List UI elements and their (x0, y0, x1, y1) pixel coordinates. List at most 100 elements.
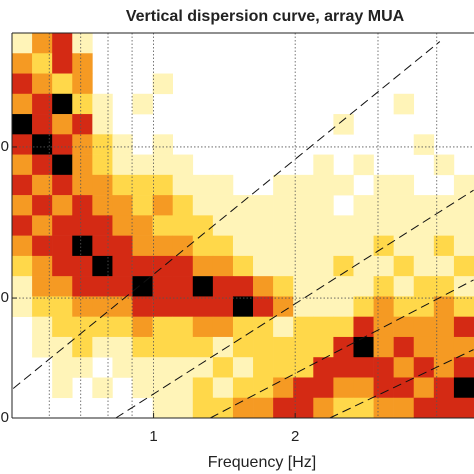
y-tick-label: 0 (1, 409, 9, 426)
heat-cell (32, 174, 53, 196)
heat-cell (293, 336, 314, 358)
heat-cell (132, 336, 153, 358)
heat-cell (52, 215, 73, 236)
heat-cell (413, 235, 435, 257)
heat-cell (12, 195, 33, 216)
heat-cell (32, 114, 53, 135)
heat-cell (72, 357, 93, 378)
heat-cell (453, 316, 474, 338)
heat-cell (413, 255, 435, 277)
heat-cell (12, 33, 33, 54)
heat-cell (232, 316, 254, 338)
heat-cell (92, 174, 113, 196)
heat-cell (433, 276, 455, 297)
heat-cell (253, 195, 274, 216)
heat-cell (32, 235, 53, 257)
heat-cell (353, 195, 374, 216)
heat-cell (112, 276, 133, 297)
heat-cell (92, 316, 113, 338)
heat-cell (453, 276, 474, 297)
heat-cell (112, 154, 133, 176)
heat-cell (192, 255, 214, 277)
heat-cell (92, 336, 113, 358)
heat-cell (333, 316, 354, 338)
guide-line (329, 349, 474, 419)
heat-cell (453, 255, 474, 277)
heat-cell (313, 377, 334, 399)
guide-line (12, 41, 441, 389)
heat-cell (413, 316, 435, 338)
heat-cell (273, 316, 294, 338)
heat-cell (152, 296, 173, 317)
heat-cell (92, 276, 113, 297)
heat-cell (373, 276, 394, 297)
heat-cell (132, 296, 153, 317)
heat-cell (433, 235, 455, 257)
heat-cell (333, 357, 354, 378)
heat-cell (353, 276, 374, 297)
chart-title: Vertical dispersion curve, array MUA (126, 8, 405, 25)
heat-cell (333, 215, 354, 236)
heat-cell (453, 357, 474, 378)
heat-cell (373, 316, 394, 338)
heat-cell (32, 73, 53, 95)
heat-cell (92, 235, 113, 257)
heat-cell (393, 377, 415, 399)
heat-cell (353, 296, 374, 317)
heat-cell (72, 296, 93, 317)
heat-cell (212, 215, 234, 236)
x-axis-label: Frequency [Hz] (208, 454, 316, 471)
heat-cell (52, 336, 73, 358)
heat-cell (152, 276, 173, 297)
heat-cell (52, 357, 73, 378)
heat-cell (232, 357, 254, 378)
heat-cell (293, 316, 314, 338)
heat-cell (273, 377, 294, 399)
heat-cell (433, 357, 455, 378)
heat-cell (253, 336, 274, 358)
heat-cell (132, 235, 153, 257)
heat-cell (293, 235, 314, 257)
heat-cell (433, 397, 455, 419)
heat-cell (293, 195, 314, 216)
heat-cell (12, 53, 33, 74)
heat-cell (393, 235, 415, 257)
heat-cell (253, 296, 274, 317)
heat-cell (313, 174, 334, 196)
heat-cell (112, 357, 133, 378)
guide-line (210, 279, 474, 419)
heat-cell (12, 93, 33, 115)
heat-cell (232, 215, 254, 236)
heat-cell (132, 195, 153, 216)
heat-cell (393, 255, 415, 277)
heat-cell (152, 195, 173, 216)
heat-cell (313, 195, 334, 216)
heat-cell (192, 357, 214, 378)
heat-cell (453, 377, 474, 399)
heat-cell (373, 235, 394, 257)
heat-cell (313, 235, 334, 257)
heat-cell (72, 114, 93, 135)
heat-cell (152, 174, 173, 196)
heat-cell (212, 357, 234, 378)
heat-cell (52, 195, 73, 216)
heat-cell (172, 154, 194, 176)
heat-cell (393, 195, 415, 216)
heat-cell (353, 336, 374, 358)
heat-cell (52, 53, 73, 74)
heat-cell (52, 316, 73, 338)
heat-cell (313, 276, 334, 297)
heat-cell (373, 255, 394, 277)
heat-cell (52, 154, 73, 176)
heat-cell (92, 154, 113, 176)
heat-cell (433, 336, 455, 358)
heat-cell (253, 215, 274, 236)
heat-cell (273, 195, 294, 216)
heat-cell (433, 296, 455, 317)
heat-cell (32, 53, 53, 74)
heat-cell (353, 255, 374, 277)
heat-cell (373, 296, 394, 317)
heat-cell (413, 215, 435, 236)
heat-cell (413, 377, 435, 399)
